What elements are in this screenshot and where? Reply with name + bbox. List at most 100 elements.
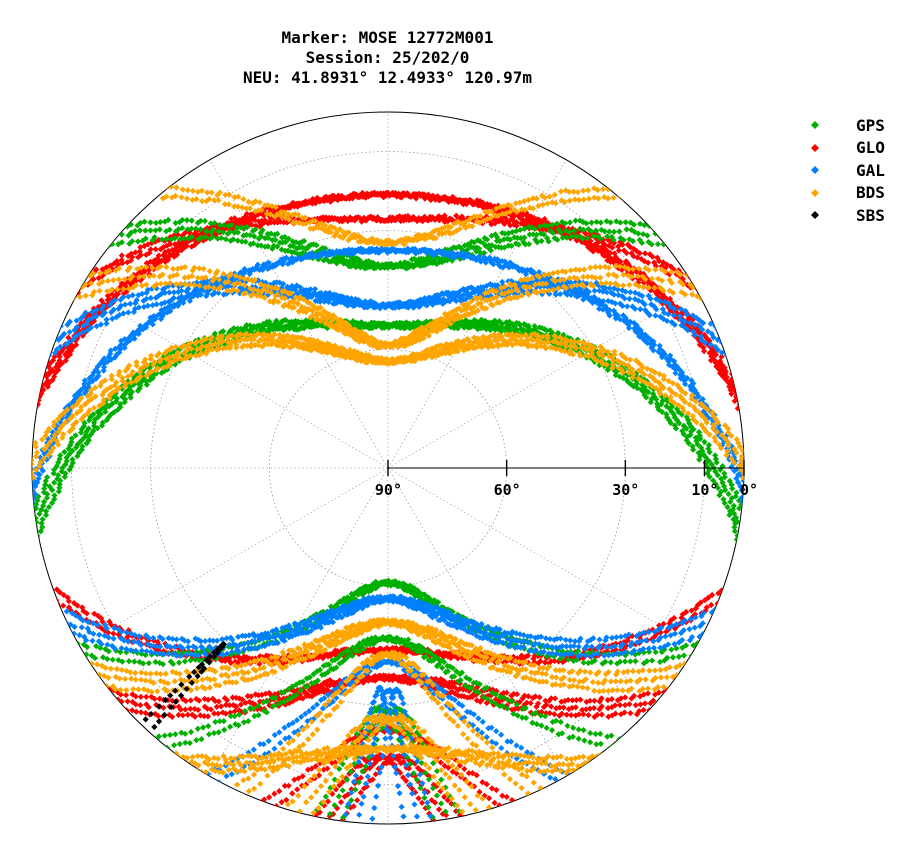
track-point-gps	[438, 800, 445, 807]
track-point-glo	[615, 243, 622, 250]
track-point-glo	[263, 652, 270, 659]
track-point-glo	[561, 697, 568, 705]
track-point-gps	[742, 513, 744, 521]
track-point-glo	[258, 221, 266, 228]
track-point-glo	[667, 617, 675, 624]
track-point-glo	[623, 249, 630, 257]
track-point-glo	[44, 377, 51, 384]
track-point-glo	[591, 697, 598, 704]
track-point-glo	[69, 344, 77, 351]
track-point-glo	[474, 197, 481, 204]
track-point-glo	[694, 322, 701, 329]
track-point-glo	[481, 204, 488, 212]
track-point-glo	[95, 303, 102, 311]
track-point-glo	[359, 189, 366, 197]
track-point-glo	[590, 248, 597, 255]
track-point-glo	[160, 704, 167, 711]
track-point-glo	[165, 256, 172, 264]
track-point-glo	[444, 218, 451, 225]
track-point-glo	[503, 793, 510, 801]
azimuth-spoke	[79, 289, 389, 469]
track-point-gps	[654, 241, 662, 248]
track-point-glo	[640, 270, 647, 278]
azimuth-spoke	[79, 467, 389, 647]
track-point-glo	[395, 190, 402, 197]
track-point-glo	[340, 215, 347, 222]
track-point-glo	[727, 387, 734, 394]
track-point-glo	[456, 215, 464, 222]
track-point-glo	[536, 694, 543, 701]
track-point-glo	[49, 377, 56, 384]
track-point-glo	[335, 192, 342, 199]
track-point-glo	[373, 217, 380, 224]
track-point-glo	[725, 581, 732, 588]
track-point-glo	[656, 257, 663, 265]
track-point-glo	[143, 260, 150, 267]
track-point-glo	[573, 237, 580, 244]
track-point-glo	[377, 645, 384, 652]
track-point-glo	[79, 332, 86, 339]
track-point-glo	[654, 254, 661, 261]
track-point-glo	[189, 711, 196, 718]
track-point-glo	[683, 608, 690, 616]
track-point-glo	[719, 373, 726, 380]
track-point-gps	[118, 231, 125, 238]
track-point-gps	[616, 228, 623, 235]
track-point-glo	[55, 363, 62, 370]
track-point-glo	[739, 402, 744, 409]
track-point-glo	[601, 241, 609, 249]
track-point-glo	[179, 712, 186, 719]
track-point-glo	[559, 223, 566, 231]
track-point-glo	[32, 402, 37, 409]
track-point-glo	[463, 201, 470, 208]
track-point-glo	[630, 253, 637, 260]
track-point-glo	[532, 693, 539, 700]
track-point-glo	[560, 704, 567, 711]
track-point-glo	[666, 620, 673, 627]
track-point-glo	[402, 213, 409, 220]
track-point-glo	[697, 287, 704, 294]
track-point-gps	[187, 728, 195, 736]
track-point-glo	[611, 239, 618, 247]
track-point-glo	[322, 820, 329, 824]
track-point-glo	[661, 688, 668, 696]
track-point-glo	[271, 790, 278, 797]
track-point-glo	[119, 260, 126, 267]
track-point-glo	[256, 653, 264, 660]
track-point-glo	[195, 706, 202, 714]
track-point-glo	[537, 658, 544, 665]
track-point-gps	[193, 737, 200, 744]
track-point-glo	[531, 652, 538, 659]
track-point-gps	[171, 742, 178, 749]
track-point-glo	[73, 329, 80, 337]
track-point-glo	[696, 341, 703, 348]
track-point-glo	[95, 612, 102, 619]
track-point-glo	[641, 700, 649, 707]
track-point-glo	[600, 251, 607, 259]
track-point-glo	[645, 259, 652, 266]
track-point-glo	[381, 217, 388, 224]
track-point-glo	[227, 709, 234, 716]
track-point-gal	[49, 338, 57, 345]
track-point-gps	[100, 244, 107, 251]
track-point-glo	[720, 594, 728, 601]
track-point-gps	[226, 723, 234, 730]
track-point-glo	[440, 653, 447, 660]
track-point-glo	[617, 238, 624, 246]
track-point-gps	[632, 658, 639, 665]
track-point-glo	[318, 688, 325, 695]
track-point-glo	[419, 218, 426, 225]
track-point-glo	[548, 695, 555, 702]
track-point-glo	[447, 654, 454, 662]
track-point-glo	[326, 194, 333, 201]
track-point-glo	[184, 711, 191, 718]
track-point-gps	[186, 739, 193, 747]
track-point-glo	[137, 701, 144, 709]
track-point-glo	[615, 265, 622, 272]
track-point-glo	[110, 630, 117, 637]
track-point-gal	[46, 341, 53, 348]
track-point-glo	[649, 253, 656, 260]
track-point-glo	[655, 622, 663, 629]
track-point-glo	[49, 367, 56, 374]
azimuth-spoke	[387, 467, 697, 647]
